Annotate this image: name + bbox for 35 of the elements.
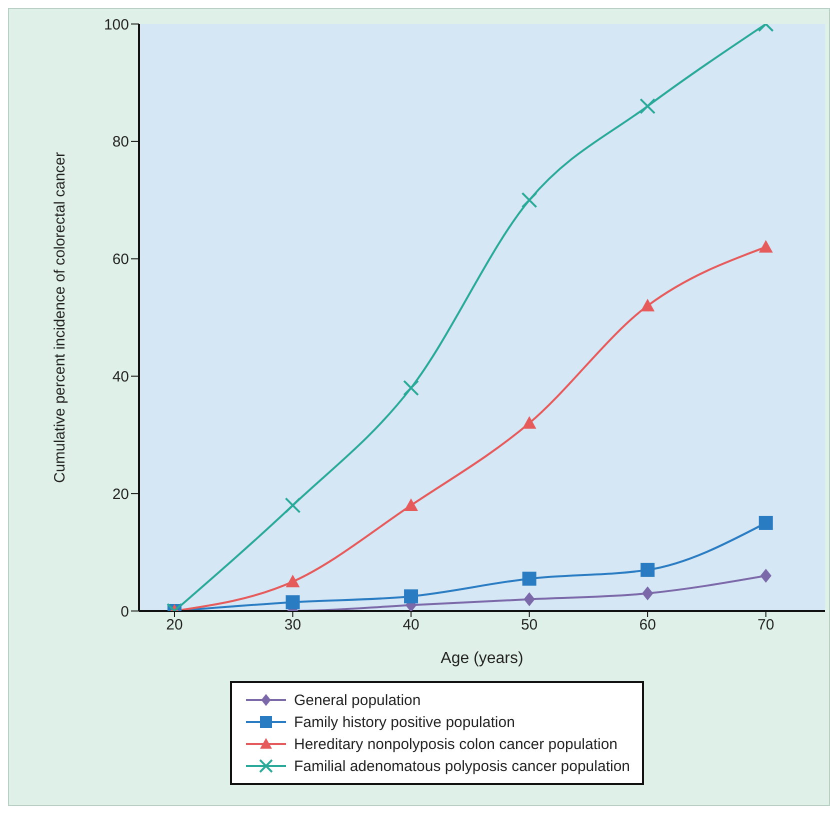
point: [522, 572, 536, 586]
point: [640, 98, 656, 114]
y-tick-label: 80: [112, 134, 129, 151]
point: [640, 298, 655, 312]
y-tick-label: 100: [104, 16, 129, 34]
point: [758, 240, 773, 253]
legend-label: Hereditary nonpolyposis colon cancer population: [294, 736, 618, 752]
point: [760, 568, 772, 583]
legend-label: Family history positive population: [294, 714, 515, 730]
x-tick-label: 20: [166, 616, 183, 634]
point: [284, 497, 301, 514]
y-tick-label: 0: [120, 603, 129, 620]
x-tick-label: 40: [402, 616, 420, 634]
x-tick-label: 30: [284, 616, 302, 634]
x-tick-label: 50: [520, 616, 538, 634]
point: [524, 592, 535, 606]
legend-label: Familial adenomatous polyposis cancer population: [294, 758, 630, 774]
x-axis-title: Age (years): [440, 650, 524, 667]
legend-label: General population: [294, 692, 421, 708]
point: [404, 589, 418, 604]
y-tick-label: 60: [112, 251, 129, 268]
point: [286, 595, 300, 610]
point: [403, 380, 420, 396]
point: [522, 416, 536, 429]
point: [286, 574, 300, 588]
y-axis-title: Cumulative percent incidence of colorectal cancer: [51, 152, 68, 484]
point: [404, 498, 418, 511]
point: [640, 562, 655, 577]
point: [642, 586, 654, 600]
point: [521, 192, 538, 208]
y-tick-label: 40: [112, 368, 129, 386]
y-tick-label: 20: [112, 486, 129, 503]
x-tick-label: 60: [639, 616, 656, 634]
point: [758, 516, 773, 530]
x-tick-label: 70: [758, 616, 774, 634]
